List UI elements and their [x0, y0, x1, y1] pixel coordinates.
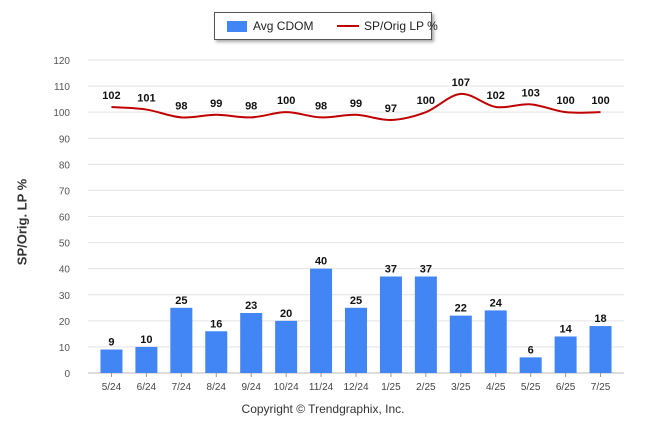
bar-data-label: 25	[350, 295, 362, 307]
line-data-label: 100	[417, 95, 435, 107]
bar-data-label: 16	[210, 318, 222, 330]
bar-data-label: 6	[528, 344, 534, 356]
copyright: Copyright © Trendgraphix, Inc.	[241, 402, 405, 416]
line-data-label: 102	[487, 90, 505, 102]
bar-data-label: 22	[455, 303, 467, 315]
bar-data-label: 40	[315, 256, 327, 268]
bar-data-label: 9	[108, 337, 114, 349]
line-data-label: 100	[277, 95, 295, 107]
x-tick-label: 3/25	[451, 382, 471, 393]
x-tick-label: 9/24	[241, 382, 261, 393]
bar	[379, 276, 402, 373]
bar	[449, 315, 472, 373]
x-tick-label: 10/24	[274, 382, 299, 393]
legend-label-cdom: Avg CDOM	[253, 19, 314, 33]
y-tick-label: 10	[59, 343, 71, 354]
y-tick-label: 20	[59, 317, 71, 328]
x-tick-label: 5/25	[521, 382, 541, 393]
x-tick-label: 4/25	[486, 382, 506, 393]
y-tick-label: 90	[59, 134, 71, 145]
y-tick-label: 40	[59, 265, 71, 276]
x-tick-label: 7/25	[591, 382, 611, 393]
line-data-label: 102	[102, 90, 120, 102]
bar-data-label: 10	[140, 334, 152, 346]
bar	[205, 331, 228, 373]
bar	[170, 307, 193, 373]
y-tick-label: 50	[59, 239, 71, 250]
legend-label-splp: SP/Orig LP %	[364, 19, 438, 33]
x-tick-label: 8/24	[207, 382, 227, 393]
y-tick-label: 120	[53, 56, 70, 67]
x-tick-label: 5/24	[102, 382, 122, 393]
bar	[345, 307, 367, 373]
x-tick-label: 7/24	[172, 382, 192, 393]
bar	[589, 326, 612, 373]
line-data-label: 97	[385, 103, 397, 115]
x-tick-label: 1/25	[381, 382, 401, 393]
line-series-sp-orig-lp	[111, 92, 601, 121]
line-data-label: 98	[175, 100, 187, 112]
x-tick-label: 11/24	[309, 382, 334, 393]
bar	[100, 349, 123, 373]
y-tick-label: 30	[59, 291, 71, 302]
bar	[414, 276, 437, 373]
bar-data-label: 20	[280, 308, 292, 320]
y-tick-label: 80	[59, 160, 71, 171]
bar	[275, 320, 298, 373]
bar	[484, 310, 507, 373]
bar	[135, 346, 158, 373]
bar	[554, 336, 577, 373]
bar-data-label: 37	[385, 263, 397, 275]
y-tick-label: 100	[53, 108, 70, 119]
line-data-label: 103	[521, 87, 539, 99]
legend: Avg CDOM SP/Orig LP %	[214, 12, 438, 40]
y-axis-label: SP/Orig. LP %	[14, 178, 30, 266]
bar-data-label: 14	[559, 323, 572, 335]
x-tick-label: 6/25	[556, 382, 576, 393]
x-tick-label: 2/25	[416, 382, 436, 393]
bar	[519, 357, 542, 373]
y-tick-label: 70	[59, 186, 71, 197]
line-data-label: 99	[210, 98, 222, 110]
x-tick-label: 6/24	[137, 382, 157, 393]
legend-swatch-cdom	[227, 21, 247, 32]
line-data-label: 101	[137, 93, 155, 105]
bar	[240, 313, 263, 373]
y-tick-label: 110	[54, 82, 70, 93]
bar-data-label: 18	[594, 313, 606, 325]
line-data-label: 98	[245, 100, 257, 112]
line-data-label: 98	[315, 100, 327, 112]
bar-data-label: 24	[490, 297, 503, 309]
y-tick-label: 60	[59, 213, 71, 224]
bar-data-label: 25	[175, 295, 187, 307]
x-tick-label: 12/24	[343, 382, 368, 393]
y-tick-label: 0	[64, 369, 70, 380]
line-data-label: 107	[452, 77, 470, 89]
bar-data-label: 23	[245, 300, 257, 312]
legend-swatch-splp	[337, 25, 359, 27]
bar-data-label: 37	[420, 263, 432, 275]
line-data-label: 100	[556, 95, 574, 107]
bar	[310, 268, 333, 373]
line-data-label: 100	[591, 95, 609, 107]
line-data-label: 99	[350, 98, 362, 110]
